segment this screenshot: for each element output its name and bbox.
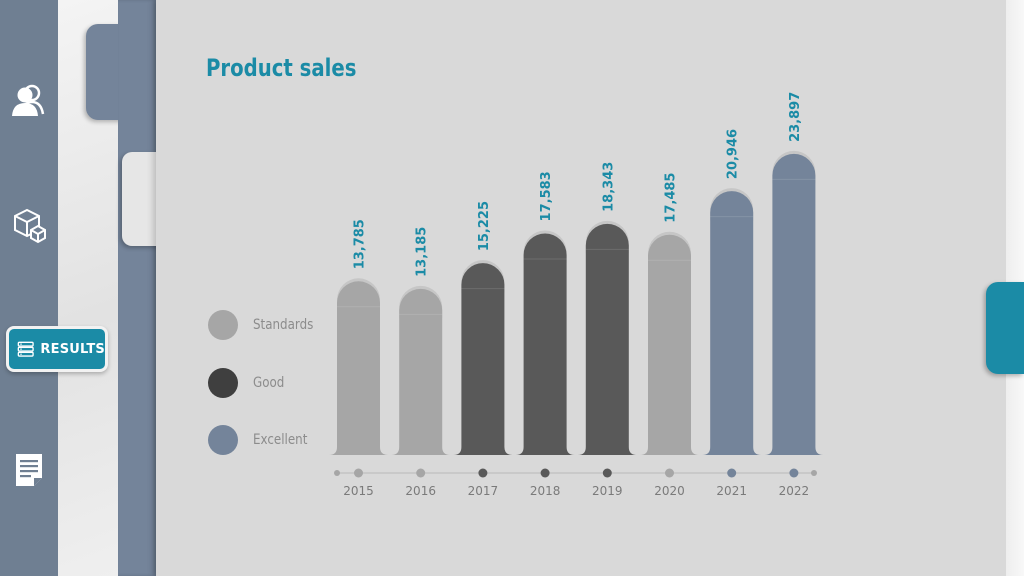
year-label: 2018	[530, 484, 561, 498]
bar	[329, 281, 388, 455]
legend-item-excellent: Excellent	[208, 425, 317, 455]
results-button-label: RESULTS	[40, 341, 105, 357]
legend-item-standards: Standards	[208, 310, 324, 340]
year-label: 2016	[405, 484, 436, 498]
year-label: 2017	[468, 484, 499, 498]
document-icon[interactable]	[0, 440, 58, 500]
legend-label-good: Good	[253, 375, 285, 391]
value-label: 15,225	[477, 201, 492, 251]
bar	[515, 233, 575, 455]
content-page	[156, 0, 1006, 576]
side-nav-rail	[0, 0, 58, 576]
legend-dot-standards	[208, 310, 238, 340]
legend-dot-good	[208, 368, 238, 398]
year-label: 2020	[654, 484, 685, 498]
binder-spine	[118, 0, 156, 576]
bar	[702, 191, 762, 456]
axis-dot	[789, 468, 799, 478]
binder-tab-light[interactable]	[122, 152, 162, 246]
year-label: 2019	[592, 484, 623, 498]
axis-end-dot	[811, 470, 817, 476]
server-icon	[17, 341, 34, 357]
legend-item-good: Good	[208, 368, 290, 398]
value-label: 13,185	[415, 227, 430, 277]
value-label: 18,343	[601, 162, 616, 212]
axis-dot	[602, 468, 612, 478]
legend-label-standards: Standards	[253, 317, 314, 333]
bar	[453, 263, 513, 455]
users-icon[interactable]	[0, 70, 58, 130]
bar	[391, 288, 451, 455]
axis-dot	[416, 468, 426, 478]
bar	[764, 153, 824, 455]
bar	[640, 234, 699, 455]
value-label: 17,485	[664, 173, 679, 223]
right-page-tab[interactable]	[986, 282, 1024, 374]
axis-dot	[665, 468, 674, 478]
value-label: 23,897	[788, 92, 803, 142]
results-button[interactable]: RESULTS	[6, 326, 108, 372]
axis-dot	[478, 468, 488, 478]
axis-end-dot	[334, 470, 340, 476]
value-label: 20,946	[726, 129, 741, 179]
bar	[577, 223, 637, 455]
chart-title: Product sales	[206, 54, 357, 82]
year-label: 2015	[343, 484, 374, 498]
axis-dot	[540, 468, 550, 478]
axis-dot	[727, 468, 737, 478]
value-label: 13,785	[353, 219, 368, 269]
year-label: 2022	[779, 484, 810, 498]
year-label: 2021	[716, 484, 747, 498]
legend-dot-excellent	[208, 425, 238, 455]
boxes-icon[interactable]	[0, 194, 58, 254]
legend-label-excellent: Excellent	[253, 432, 308, 448]
axis-dot	[354, 468, 363, 478]
value-label: 17,583	[539, 171, 554, 221]
